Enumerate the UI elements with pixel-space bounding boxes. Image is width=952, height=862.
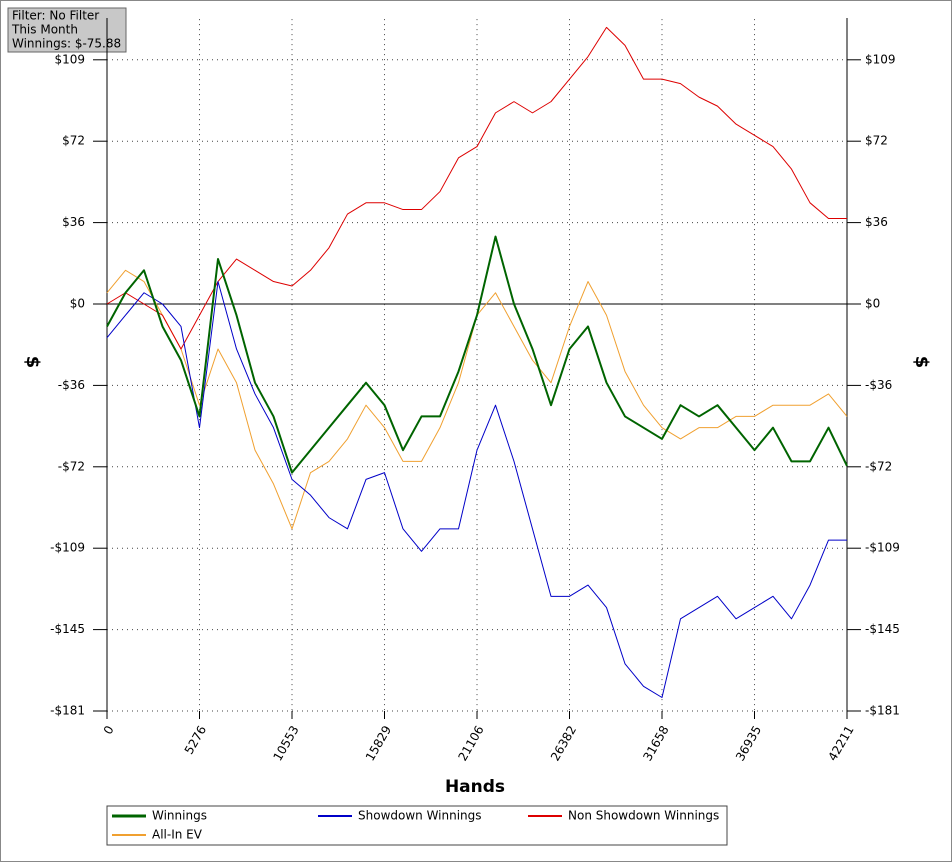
y-tick-label: -$109 (50, 541, 85, 555)
y-tick-label-right: -$72 (865, 459, 892, 473)
legend-label: Non Showdown Winnings (568, 809, 719, 823)
y-tick-label-right: $72 (865, 134, 888, 148)
legend-label: Showdown Winnings (358, 809, 482, 823)
y-tick-label-right: $0 (865, 297, 880, 311)
y-tick-label: $36 (62, 215, 85, 229)
y-tick-label-right: -$109 (865, 541, 900, 555)
y-tick-label-right: -$181 (865, 704, 900, 718)
y-tick-label: $109 (54, 52, 85, 66)
y-tick-label: -$36 (58, 378, 85, 392)
series-line (106, 26, 847, 350)
legend-label: All-In EV (152, 828, 203, 842)
y-tick-label: $0 (70, 297, 85, 311)
y-tick-label: -$72 (58, 459, 85, 473)
info-period: This Month (11, 23, 78, 37)
info-box (7, 7, 127, 53)
series-line (106, 235, 848, 474)
series-line (106, 281, 847, 699)
legend-label: Winnings (152, 809, 207, 823)
y-axis-title-right: $ (911, 356, 932, 369)
y-tick-label-right: -$36 (865, 378, 892, 392)
y-tick-label: -$145 (50, 622, 85, 636)
info-winnings: Winnings: $-75.88 (12, 37, 121, 51)
x-axis-title: Hands (445, 777, 505, 797)
y-tick-label: $72 (62, 134, 85, 148)
y-tick-label: -$181 (50, 704, 85, 718)
y-tick-label-right: -$145 (865, 622, 900, 636)
legend (106, 805, 728, 846)
y-axis-title: $ (22, 356, 43, 369)
y-tick-label-right: $36 (865, 215, 888, 229)
info-filter: Filter: No Filter (12, 9, 99, 23)
y-tick-label-right: $109 (865, 52, 896, 66)
